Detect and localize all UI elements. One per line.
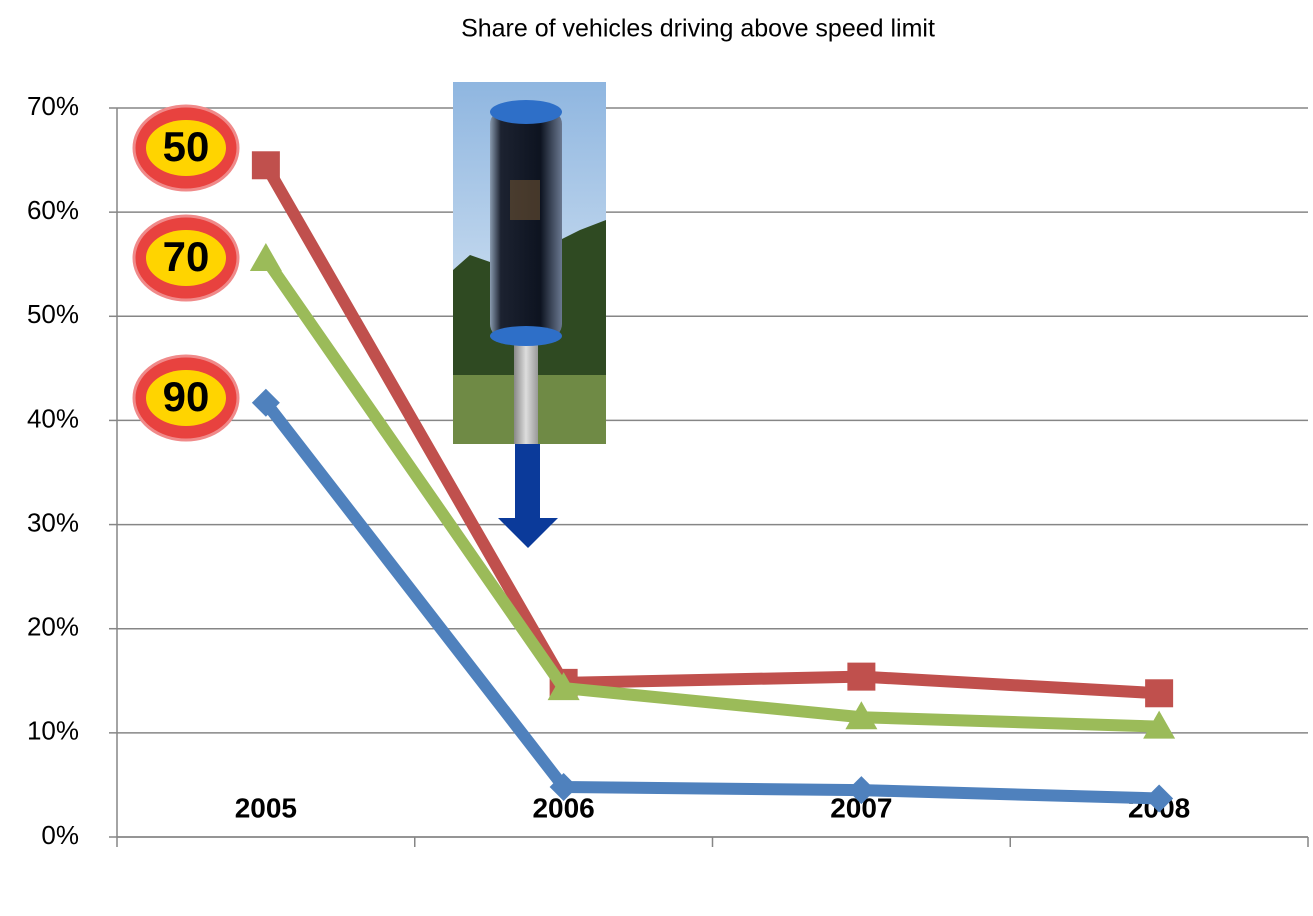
y-tick-label: 60% — [27, 195, 79, 225]
y-tick-label: 70% — [27, 91, 79, 121]
y-tick-label: 40% — [27, 403, 79, 433]
marker — [549, 773, 578, 802]
legend: 50 70 90 — [132, 104, 240, 442]
series-line — [261, 399, 1160, 805]
y-tick-label: 30% — [27, 507, 79, 537]
chart-title: Share of vehicles driving above speed li… — [461, 15, 935, 43]
camera-photo — [453, 82, 606, 444]
plot-area: 0%10%20%30%40%50%60%70%2005200620072008 — [27, 91, 1309, 850]
marker — [547, 672, 580, 701]
marker — [1145, 784, 1174, 813]
y-tick-label: 50% — [27, 299, 79, 329]
speed-sign-center — [146, 120, 226, 176]
y-tick-label: 10% — [27, 716, 79, 746]
marker — [847, 662, 876, 691]
y-tick-label: 0% — [41, 820, 79, 850]
marker — [1145, 679, 1174, 708]
marker — [249, 243, 282, 272]
x-tick-label: 2005 — [235, 792, 297, 823]
y-tick-label: 20% — [27, 612, 79, 642]
series-line — [260, 255, 1160, 733]
marker — [1143, 710, 1176, 739]
legend-label: 70 — [163, 233, 210, 280]
arrow — [498, 444, 558, 548]
series-line — [260, 162, 1160, 700]
speed-sign-center — [146, 230, 226, 286]
marker — [845, 701, 878, 730]
speed-sign-center — [146, 370, 226, 426]
marker — [251, 388, 280, 417]
marker — [251, 151, 280, 180]
legend-label: 90 — [163, 373, 210, 420]
marker — [847, 776, 876, 805]
legend-label: 50 — [163, 123, 210, 170]
